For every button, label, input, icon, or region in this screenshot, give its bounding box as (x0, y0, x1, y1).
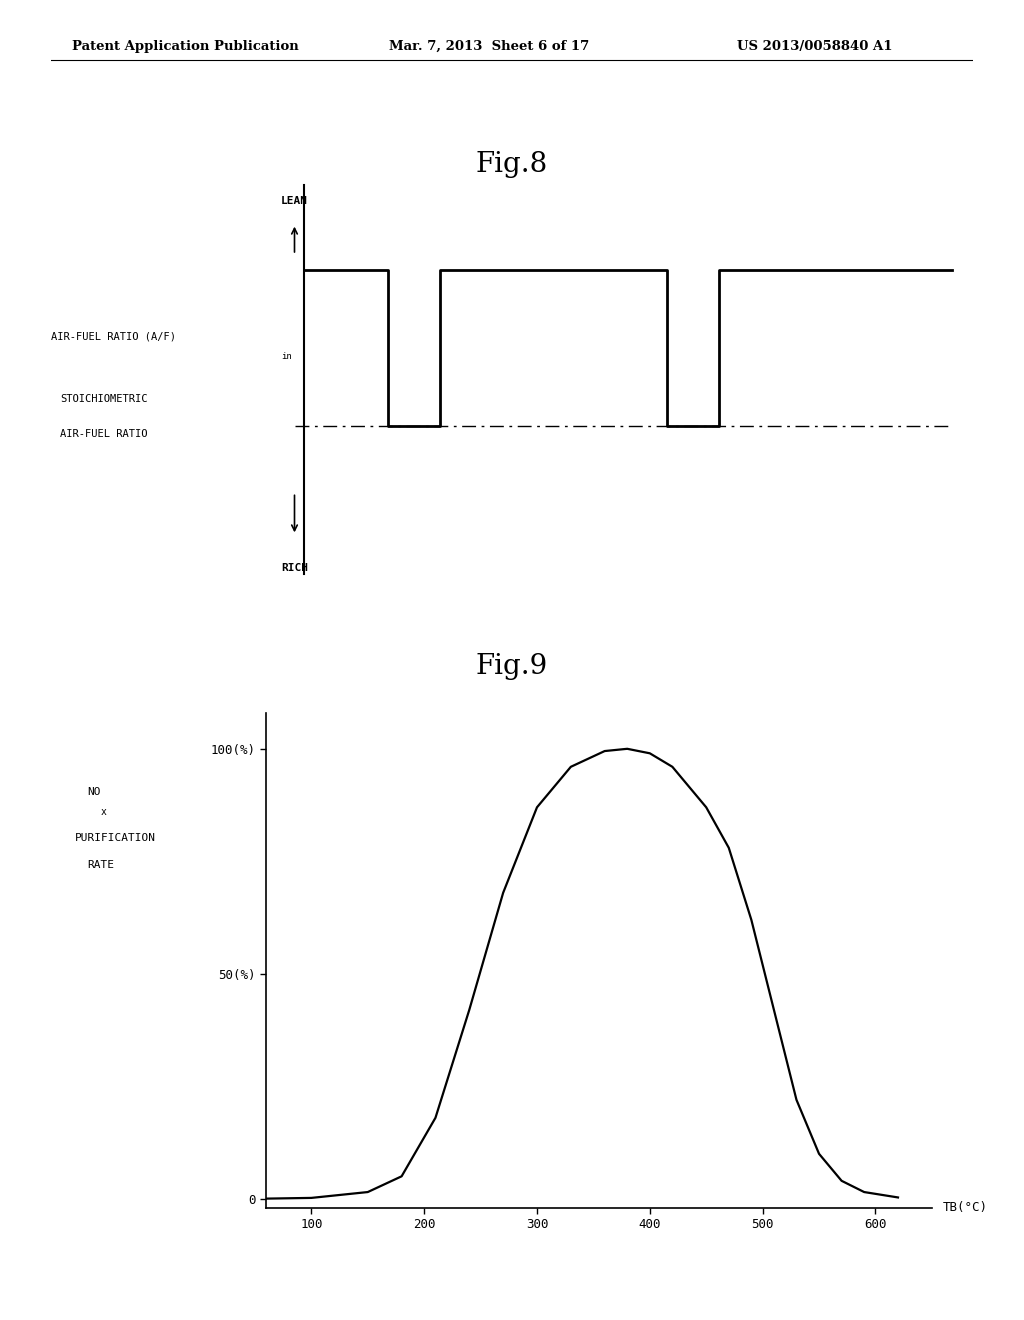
Text: Mar. 7, 2013  Sheet 6 of 17: Mar. 7, 2013 Sheet 6 of 17 (389, 40, 590, 53)
Text: TB(°C): TB(°C) (943, 1201, 988, 1214)
Text: Patent Application Publication: Patent Application Publication (72, 40, 298, 53)
Text: AIR-FUEL RATIO (A/F): AIR-FUEL RATIO (A/F) (51, 331, 176, 342)
Text: Fig.9: Fig.9 (476, 653, 548, 680)
Text: US 2013/0058840 A1: US 2013/0058840 A1 (737, 40, 893, 53)
Text: NO: NO (87, 787, 100, 797)
Text: RICH: RICH (281, 562, 308, 573)
Text: RATE: RATE (87, 859, 114, 870)
Text: AIR-FUEL RATIO: AIR-FUEL RATIO (60, 429, 147, 440)
Text: STOICHIOMETRIC: STOICHIOMETRIC (60, 393, 147, 404)
Text: PURIFICATION: PURIFICATION (75, 833, 156, 843)
Text: LEAN: LEAN (281, 197, 308, 206)
Text: Fig.8: Fig.8 (476, 152, 548, 178)
Text: in: in (281, 351, 292, 360)
Text: x: x (100, 807, 106, 817)
